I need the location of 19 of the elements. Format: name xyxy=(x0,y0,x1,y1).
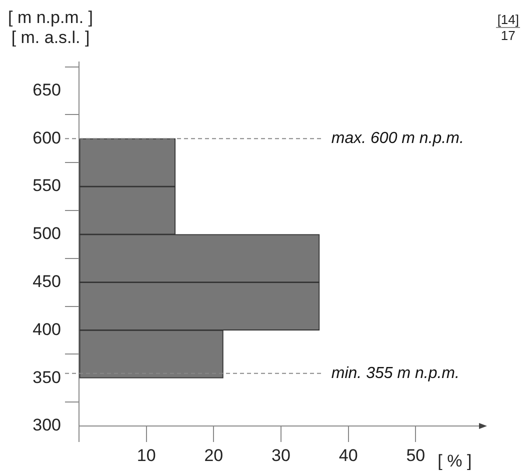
y-tick-label: 300 xyxy=(32,416,61,435)
y-tick-label: 450 xyxy=(32,272,61,292)
y-tick-label: 400 xyxy=(32,320,61,339)
ref-line-label: min. 355 m n.p.m. xyxy=(331,364,460,382)
ref-line-label: max. 600 m n.p.m. xyxy=(331,130,464,148)
y-tick-label: 350 xyxy=(32,368,61,387)
text: [14] xyxy=(496,12,520,28)
y-tick-label: 500 xyxy=(32,224,61,244)
y-tick-label: 650 xyxy=(32,80,61,100)
text: 17 xyxy=(500,28,516,43)
x-axis-title: [ % ] xyxy=(438,452,472,471)
x-tick-label: 50 xyxy=(406,446,426,465)
x-tick-label: 30 xyxy=(272,446,290,465)
y-tick-label: 600 xyxy=(32,128,61,148)
y-axis-title: [ m n.p.m. ] [ m. a.s.l. ] xyxy=(8,8,94,48)
x-tick-label: 40 xyxy=(338,446,358,465)
x-tick-label: 20 xyxy=(204,446,224,465)
y-tick-label: 550 xyxy=(32,176,61,196)
x-tick-label: 10 xyxy=(136,446,156,465)
